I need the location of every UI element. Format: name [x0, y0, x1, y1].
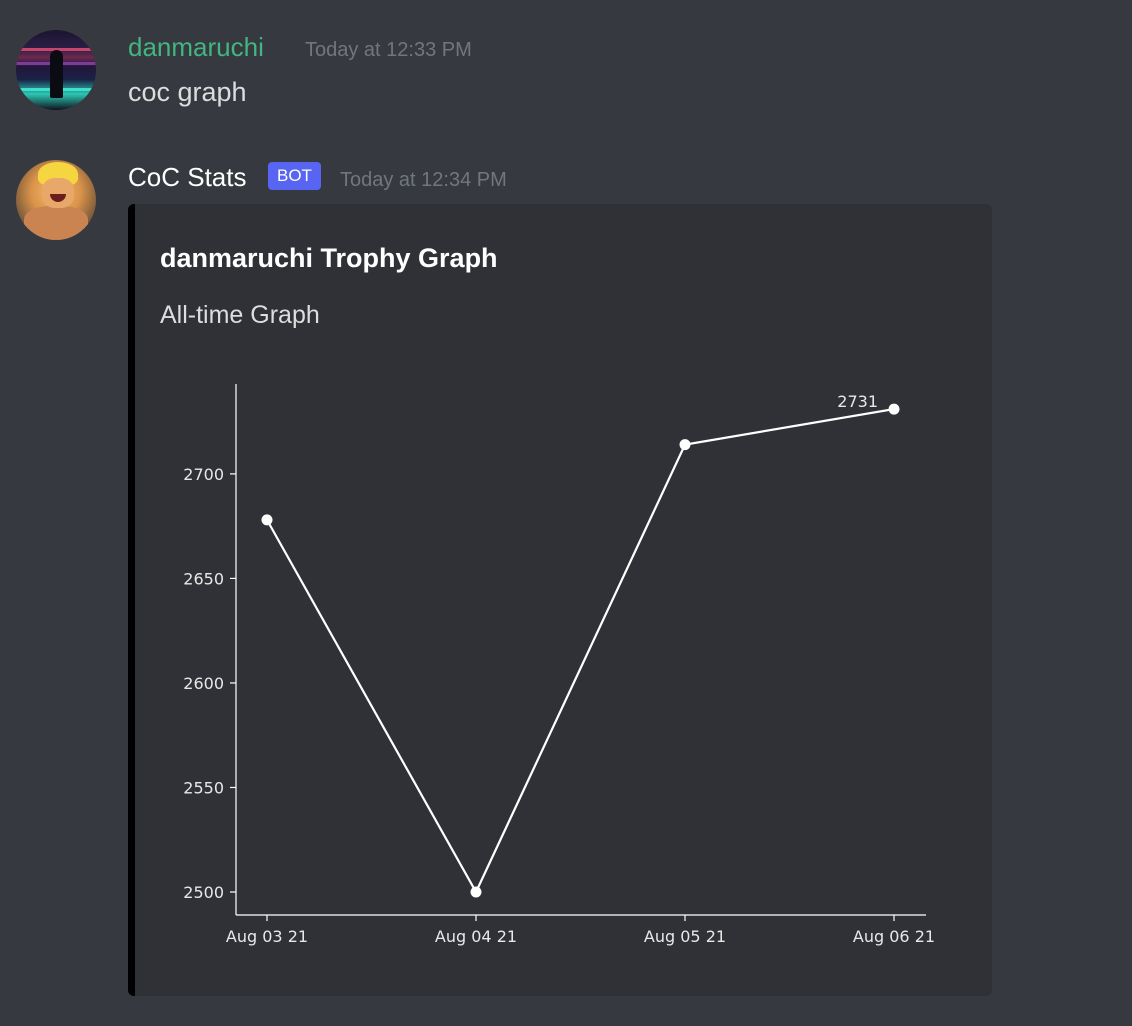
embed-title: danmaruchi Trophy Graph — [160, 243, 498, 273]
bot-avatar[interactable] — [16, 160, 96, 240]
data-point[interactable] — [888, 403, 900, 415]
embed: danmaruchi Trophy Graph All-time Graph 2… — [128, 204, 992, 996]
message-text: coc graph — [128, 77, 247, 107]
x-tick-label: Aug 03 21 — [226, 927, 308, 946]
embed-description: All-time Graph — [160, 301, 320, 329]
username-danmaruchi[interactable]: danmaruchi — [128, 32, 264, 62]
trophy-line-chart[interactable]: 2500 2550 2600 2650 2700 Aug 03 21 Aug 04 21 Au… — [160, 364, 960, 964]
x-tick-label: Aug 06 21 — [853, 927, 935, 946]
data-point[interactable] — [679, 439, 691, 451]
username-coc-stats[interactable]: CoC Stats — [128, 162, 247, 192]
user-avatar[interactable] — [16, 30, 96, 110]
y-tick-label: 2600 — [183, 674, 224, 693]
data-point[interactable] — [470, 886, 482, 898]
x-tick-label: Aug 04 21 — [435, 927, 517, 946]
data-point[interactable] — [261, 514, 273, 526]
bot-badge: BOT — [268, 162, 321, 190]
x-tick-label: Aug 05 21 — [644, 927, 726, 946]
y-tick-label: 2500 — [183, 883, 224, 902]
series-line — [266, 408, 895, 895]
message-timestamp: Today at 12:33 PM — [305, 39, 472, 61]
message-timestamp: Today at 12:34 PM — [340, 169, 507, 191]
y-tick-label: 2700 — [183, 465, 224, 484]
y-tick-label: 2550 — [183, 778, 224, 797]
y-tick-label: 2650 — [183, 569, 224, 588]
data-label: 2731 — [837, 392, 878, 411]
embed-stripe — [128, 204, 135, 996]
